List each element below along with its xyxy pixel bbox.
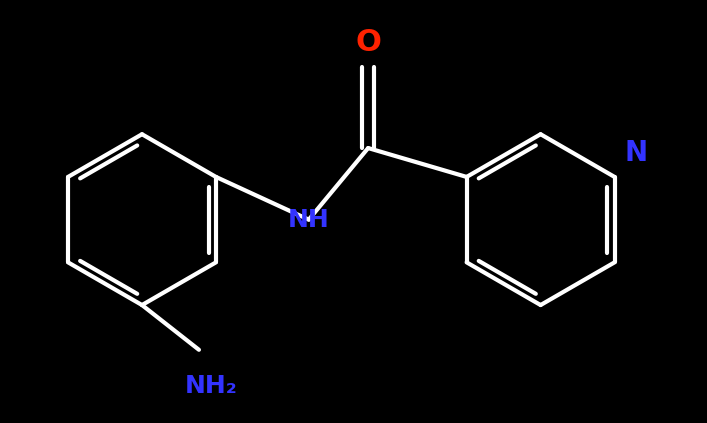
Text: N: N [624, 139, 648, 167]
Text: O: O [355, 28, 381, 57]
Text: NH₂: NH₂ [185, 374, 238, 398]
Text: NH: NH [288, 208, 329, 232]
